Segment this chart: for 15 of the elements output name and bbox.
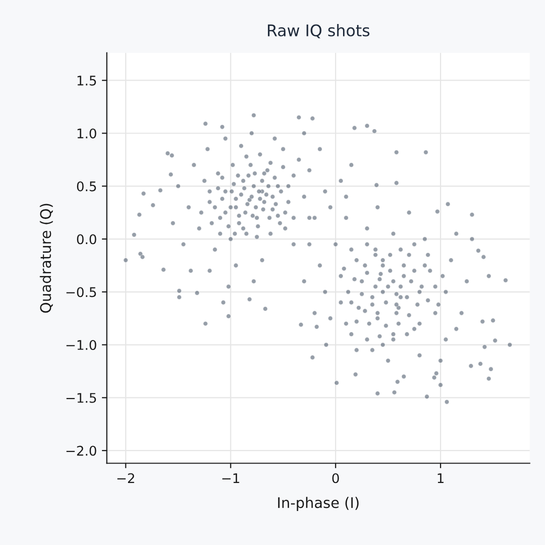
x-tick-label: −2 — [117, 473, 134, 483]
y-tick-label: 0.0 — [76, 234, 96, 244]
y-tick-label: 0.5 — [76, 181, 96, 192]
x-tick-label: −1 — [222, 473, 240, 483]
y-tick-label: −1.5 — [66, 393, 96, 403]
y-tick-label: −2.0 — [66, 446, 96, 456]
y-tick-label: −0.5 — [66, 287, 96, 298]
x-tick-label: 0 — [332, 473, 339, 484]
y-tick-label: 1.0 — [78, 128, 96, 138]
y-axis-title: Quadrature (Q) — [40, 204, 53, 313]
y-tick-label: 1.5 — [78, 76, 96, 86]
chart-title: Raw IQ shots — [268, 24, 370, 38]
x-axis-title: In-phase (I) — [278, 496, 359, 511]
x-tick-label: 1 — [438, 473, 444, 483]
y-tick-label: −1.0 — [66, 340, 96, 350]
